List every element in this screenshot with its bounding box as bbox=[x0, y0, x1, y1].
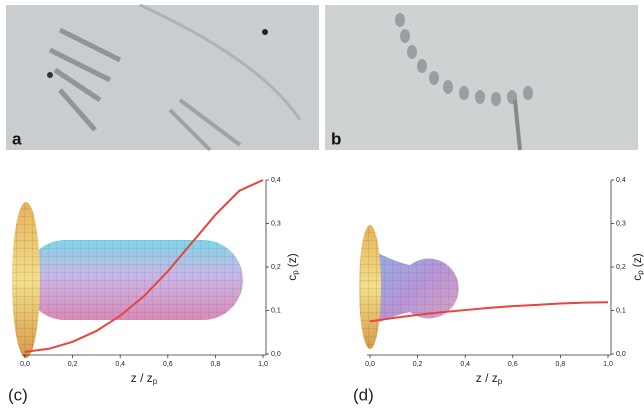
y-tick-label: 0,2 bbox=[271, 264, 281, 271]
x-label-main: z / z bbox=[131, 371, 153, 385]
curve bbox=[24, 179, 264, 353]
y-tick-label: 0,3 bbox=[616, 220, 626, 227]
vesicle-d bbox=[359, 225, 459, 349]
x-tick-label: 0,2 bbox=[68, 361, 78, 368]
photo-label: a bbox=[12, 129, 22, 148]
x-tick-label: 0,0 bbox=[365, 361, 375, 368]
x-tick-label: 0,6 bbox=[163, 361, 173, 368]
y-label-rest: (z) bbox=[285, 253, 299, 267]
y-axis-label: cp (z) bbox=[285, 253, 300, 280]
y-tick-label: 0,0 bbox=[616, 351, 626, 358]
x-tick-label: 0,8 bbox=[556, 361, 566, 368]
x-label-main: z / z bbox=[476, 371, 498, 385]
panel-label: (c) bbox=[8, 385, 28, 404]
x-tick-label: 0,0 bbox=[20, 361, 30, 368]
curve bbox=[369, 301, 609, 323]
y-tick-label: 0,3 bbox=[271, 220, 281, 227]
x-axis-label: z / zp bbox=[476, 371, 503, 386]
y-label-rest: (z) bbox=[630, 253, 644, 267]
y-tick-label: 0,2 bbox=[616, 264, 626, 271]
vesicle-c bbox=[12, 202, 243, 358]
panel-label: (d) bbox=[353, 385, 374, 404]
x-tick-label: 1,0 bbox=[258, 361, 268, 368]
x-tick-label: 0,4 bbox=[460, 361, 470, 368]
photo-label: b bbox=[331, 129, 341, 148]
x-tick-label: 0,4 bbox=[115, 361, 125, 368]
x-tick-label: 0,8 bbox=[211, 361, 221, 368]
x-tick-label: 0,6 bbox=[508, 361, 518, 368]
y-tick-label: 0,1 bbox=[616, 307, 626, 314]
x-axis-label: z / zp bbox=[131, 371, 158, 386]
y-tick-label: 0,4 bbox=[616, 177, 626, 184]
photo-a: a bbox=[6, 3, 319, 152]
photo-b: b bbox=[325, 5, 638, 151]
x-tick-label: 0,2 bbox=[413, 361, 423, 368]
x-label-sub: p bbox=[153, 377, 158, 386]
y-label-main: c bbox=[285, 275, 299, 281]
y-label-sub: p bbox=[291, 270, 300, 275]
y-axis-label: cp (z) bbox=[630, 253, 644, 280]
y-tick-label: 0,0 bbox=[271, 351, 281, 358]
y-label-main: c bbox=[630, 275, 644, 281]
y-tick-label: 0,4 bbox=[271, 177, 281, 184]
y-tick-label: 0,1 bbox=[271, 307, 281, 314]
x-label-sub: p bbox=[498, 377, 503, 386]
x-tick-label: 1,0 bbox=[603, 361, 613, 368]
y-label-sub: p bbox=[636, 270, 644, 275]
